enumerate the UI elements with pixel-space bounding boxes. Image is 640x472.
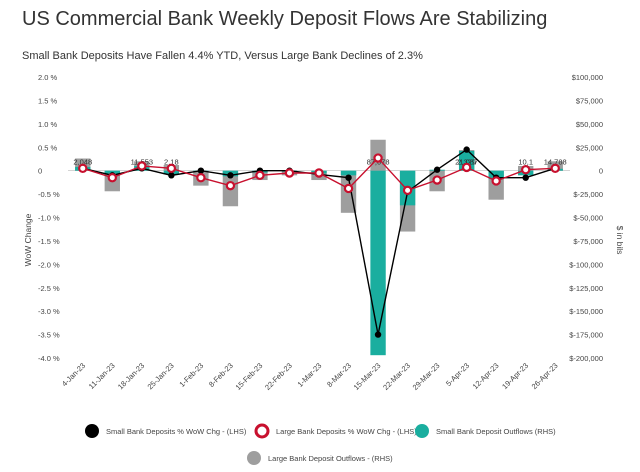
legend-marker <box>415 424 429 438</box>
large-bank-point <box>550 163 560 174</box>
left-tick-label: 1.0 % <box>38 120 58 129</box>
legend-marker <box>85 424 99 438</box>
large-bank-point <box>314 168 324 178</box>
x-tick-label: 15-Mar-23 <box>352 361 383 392</box>
x-tick-label: 8-Mar-23 <box>325 361 353 389</box>
small-bank-point <box>197 167 205 174</box>
left-tick-label: 0 <box>38 167 42 176</box>
small-bank-outflow-bar <box>104 170 120 174</box>
y-axis-right-title: $ in bils <box>615 226 625 255</box>
bar-data-label: 21,087 <box>455 158 478 167</box>
chart-title: US Commercial Bank Weekly Deposit Flows … <box>22 8 548 30</box>
bar-data-label: 2,18 <box>164 158 179 167</box>
x-tick-label: 8-Feb-23 <box>207 361 235 389</box>
x-tick-label: 5-Apr-23 <box>444 361 471 388</box>
small-bank-point <box>168 172 175 179</box>
left-tick-label: 0.5 % <box>38 143 58 152</box>
small-bank-point <box>374 331 382 338</box>
large-bank-point <box>373 153 383 163</box>
left-tick-label: -2.5 % <box>38 284 60 293</box>
right-tick-label: $75,000 <box>576 96 603 105</box>
left-tick-label: 2.0 % <box>38 73 58 82</box>
large-bank-point <box>461 162 472 173</box>
x-tick-label: 22-Mar-23 <box>381 361 412 392</box>
small-bank-outflow-bar <box>370 170 386 356</box>
large-bank-point <box>432 175 442 185</box>
left-tick-label: -1.0 % <box>38 214 60 223</box>
small-bank-point <box>345 174 352 181</box>
small-bank-point <box>522 174 529 181</box>
left-tick-label: -4.0 % <box>38 354 60 363</box>
x-tick-label: 19-Apr-23 <box>500 361 530 391</box>
bar-data-label: 2,329 <box>457 158 476 167</box>
x-tick-label: 25-Jan-23 <box>146 361 176 391</box>
large-bank-point <box>255 170 265 181</box>
left-tick-label: -2.0 % <box>38 260 60 269</box>
small-bank-point <box>433 166 441 173</box>
x-tick-label: 26-Apr-23 <box>530 361 560 391</box>
large-bank-point <box>137 161 147 171</box>
right-tick-label: $-125,000 <box>569 284 603 293</box>
large-bank-point <box>225 180 236 191</box>
right-tick-label: $-50,000 <box>573 214 603 223</box>
right-tick-label: 0 <box>599 167 603 176</box>
x-tick-label: 4-Jan-23 <box>60 361 87 388</box>
large-bank-point <box>521 165 531 175</box>
right-tick-label: $100,000 <box>572 73 603 82</box>
legend-marker <box>247 451 261 465</box>
large-bank-point <box>78 163 88 174</box>
right-tick-label: $-175,000 <box>569 331 603 340</box>
left-tick-label: -1.5 % <box>38 237 60 246</box>
left-tick-label: -0.5 % <box>38 190 60 199</box>
x-tick-label: 12-Apr-23 <box>471 361 501 391</box>
large-bank-point <box>196 172 206 183</box>
large-bank-point <box>166 163 177 174</box>
right-tick-label: $-75,000 <box>573 237 603 246</box>
left-tick-label: 1.5 % <box>38 96 58 105</box>
large-bank-point <box>491 176 501 186</box>
x-tick-label: 1-Mar-23 <box>296 361 324 389</box>
legend-marker <box>254 423 270 439</box>
left-tick-label: -3.5 % <box>38 331 60 340</box>
x-tick-label: 11-Jan-23 <box>87 361 117 391</box>
small-bank-outflow-bar <box>340 170 357 176</box>
large-bank-point <box>284 168 295 178</box>
x-tick-label: 22-Feb-23 <box>263 361 294 392</box>
right-tick-label: $25,000 <box>576 143 603 152</box>
right-tick-label: $-100,000 <box>569 260 603 269</box>
x-tick-label: 15-Feb-23 <box>234 361 265 392</box>
legend-label: Small Bank Deposits % WoW Chg - (LHS) <box>106 427 247 436</box>
small-bank-point <box>463 146 470 153</box>
left-tick-label: -3.0 % <box>38 307 60 316</box>
bar-data-label: 14,788 <box>544 158 567 167</box>
chart-subtitle: Small Bank Deposits Have Fallen 4.4% YTD… <box>22 50 423 62</box>
right-tick-label: $-25,000 <box>573 190 603 199</box>
large-bank-point <box>107 172 117 183</box>
legend-label: Small Bank Deposit Outflows (RHS) <box>436 427 556 436</box>
y-axis-left-title: WoW Change <box>23 213 33 266</box>
large-bank-point <box>343 183 354 194</box>
right-tick-label: $-150,000 <box>569 307 603 316</box>
x-tick-label: 18-Jan-23 <box>116 361 146 391</box>
bar-data-label: 2,048 <box>73 158 92 167</box>
legend-label: Large Bank Deposits % WoW Chg - (LHS) <box>276 427 417 436</box>
right-tick-label: $-200,000 <box>569 354 603 363</box>
right-tick-label: $50,000 <box>576 120 603 129</box>
small-bank-point <box>227 172 234 179</box>
x-tick-label: 1-Feb-23 <box>177 361 205 389</box>
bar-data-label: 10,1 <box>518 158 533 167</box>
x-tick-label: 29-Mar-23 <box>411 361 442 392</box>
large-bank-point <box>402 185 413 196</box>
legend-label: Large Bank Deposit Outflows - (RHS) <box>268 454 393 463</box>
